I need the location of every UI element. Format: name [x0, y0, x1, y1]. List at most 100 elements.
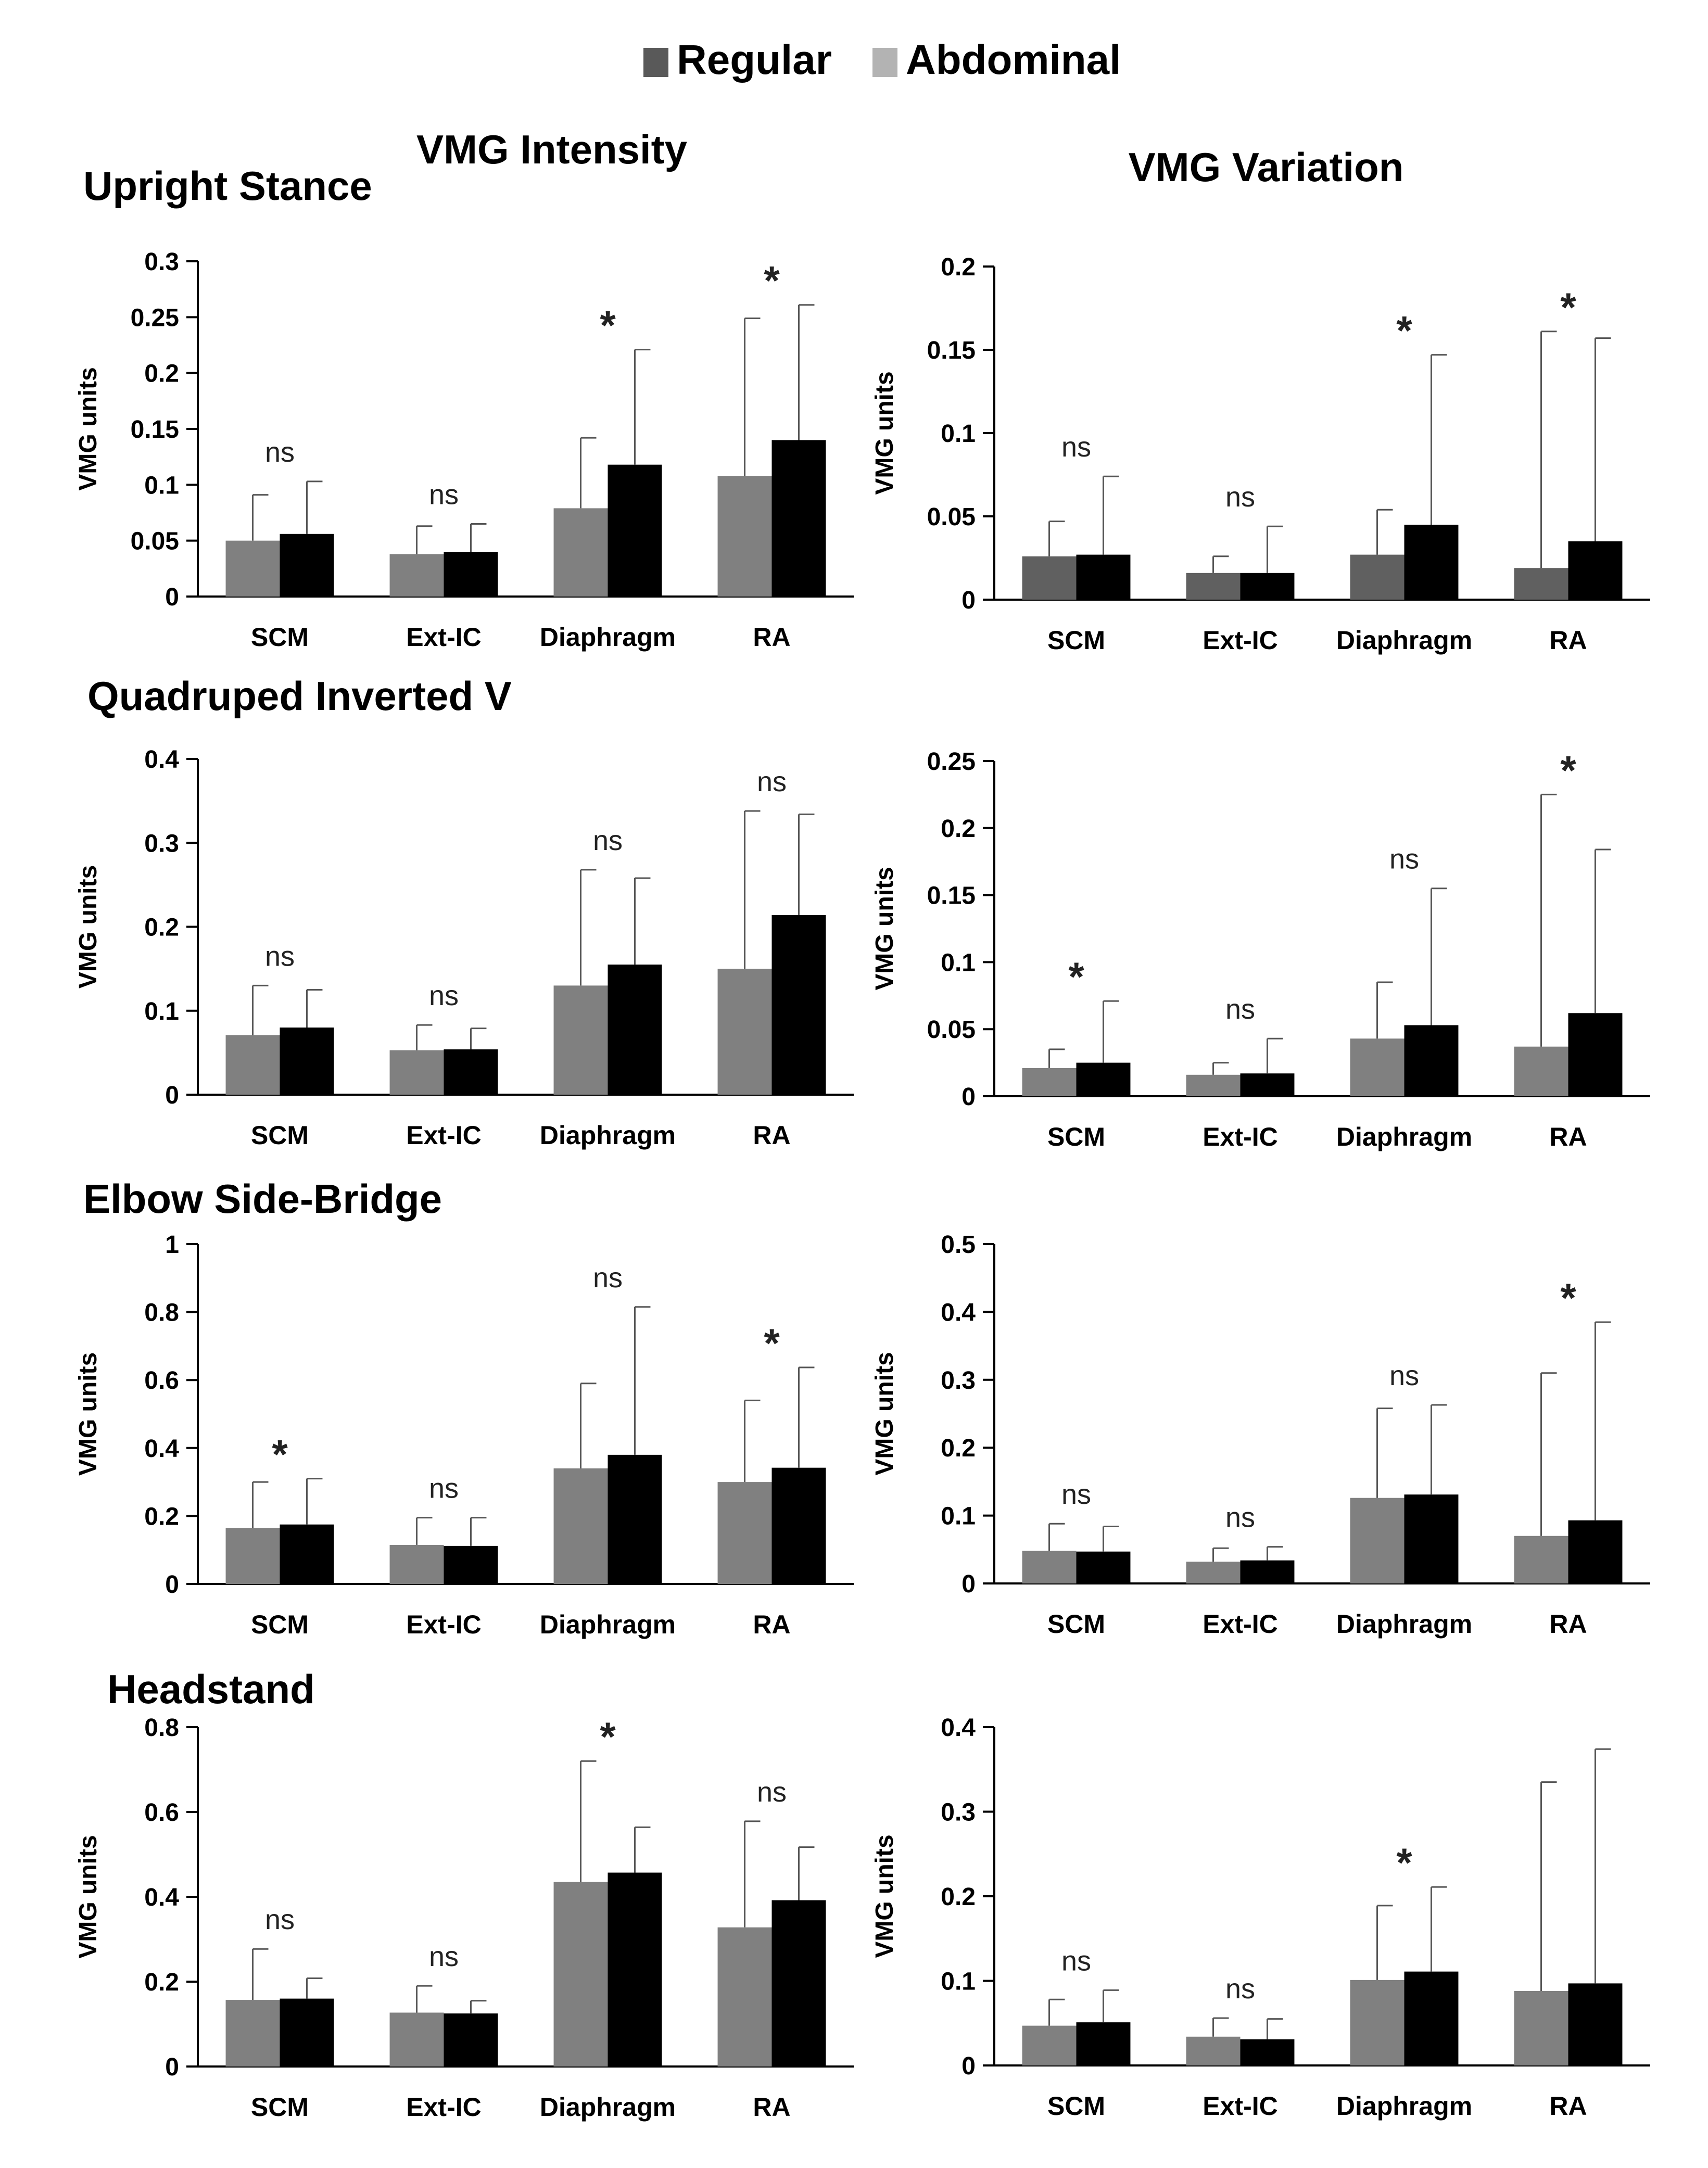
x-category-label: SCM: [251, 623, 309, 652]
x-category-label: Ext-IC: [1203, 1122, 1277, 1151]
bar-regular: [1514, 568, 1568, 600]
x-category-label: SCM: [251, 1121, 309, 1150]
y-tick-label: 0.05: [927, 503, 976, 531]
row-title-headstand: Headstand: [107, 1666, 315, 1712]
bar-abdominal: [1076, 554, 1131, 600]
bar-abdominal: [1404, 1494, 1459, 1583]
y-tick-label: 0: [165, 2053, 179, 2081]
y-tick-label: 0.25: [927, 748, 976, 776]
bar-regular: [225, 1528, 280, 1584]
significance-star: *: [1560, 747, 1576, 793]
y-tick-label: 0.15: [927, 882, 976, 910]
bar-regular: [1186, 1562, 1241, 1583]
significance-star: *: [1560, 284, 1576, 330]
bar-regular: [1514, 1991, 1568, 2065]
y-tick-label: 0.2: [941, 815, 976, 843]
significance-ns: ns: [757, 766, 787, 797]
x-category-label: SCM: [1047, 626, 1105, 655]
bar-regular: [1186, 573, 1241, 600]
y-tick-label: 0.4: [144, 1435, 179, 1463]
significance-star: *: [764, 1320, 780, 1366]
significance-ns: ns: [265, 437, 295, 468]
bar-abdominal: [1568, 1983, 1623, 2065]
significance-ns: ns: [1389, 844, 1419, 875]
significance-ns: ns: [429, 1473, 459, 1504]
bar-abdominal: [1568, 1013, 1623, 1096]
y-tick-label: 0.1: [941, 949, 976, 977]
y-tick-label: 0.15: [131, 416, 179, 443]
y-tick-label: 0.05: [131, 528, 179, 555]
x-category-label: RA: [1549, 2091, 1587, 2121]
y-tick-label: 0.4: [941, 1299, 976, 1326]
panel-sidebridge-intensity: 0 0.2 0.4 0.6 0.8 1 VMG units SCM * Ext-IC ns Diaph…: [74, 1231, 854, 1639]
y-tick-label: 0.15: [927, 337, 976, 364]
x-category-label: SCM: [251, 1610, 309, 1639]
x-category-label: Diaphragm: [1336, 626, 1472, 655]
y-axis-title: VMG units: [871, 371, 899, 495]
panel-upright-variation: 0 0.05 0.1 0.15 0.2 VMG units SCM ns Ext-IC ns Dia…: [871, 253, 1650, 655]
significance-ns: ns: [429, 1941, 459, 1972]
y-tick-label: 0.6: [144, 1367, 179, 1394]
y-tick-label: 0.1: [144, 998, 179, 1025]
x-category-label: RA: [753, 2093, 790, 2122]
x-category-label: Ext-IC: [406, 623, 481, 652]
significance-ns: ns: [429, 479, 459, 510]
significance-star: *: [1560, 1275, 1576, 1321]
bar-regular: [553, 508, 608, 597]
bar-abdominal: [608, 965, 662, 1095]
x-category-label: RA: [753, 1610, 790, 1639]
panel-sidebridge-variation: 0 0.1 0.2 0.3 0.4 0.5 VMG units SCM ns Ext-IC ns Di…: [871, 1231, 1650, 1639]
bar-regular: [225, 2000, 280, 2066]
bar-abdominal: [771, 915, 826, 1095]
y-tick-label: 0.4: [144, 1884, 179, 1911]
bar-abdominal: [1404, 1971, 1459, 2065]
y-tick-label: 0.4: [144, 746, 179, 774]
significance-ns: ns: [1061, 1479, 1091, 1510]
x-category-label: SCM: [251, 2093, 309, 2122]
x-category-label: RA: [753, 1121, 790, 1150]
y-axis-title: VMG units: [871, 1834, 899, 1958]
row-title-upright-stance: Upright Stance: [83, 163, 372, 209]
bar-regular: [717, 1482, 772, 1584]
bar-regular: [1350, 1980, 1405, 2065]
bar-abdominal: [771, 1467, 826, 1584]
x-category-label: RA: [1549, 1609, 1587, 1639]
y-tick-label: 0: [961, 2052, 976, 2080]
panel-headstand-intensity: 0 0.2 0.4 0.6 0.8 VMG units SCM ns Ext-IC ns Diaph…: [74, 1714, 854, 2122]
y-tick-label: 0.6: [144, 1799, 179, 1827]
significance-ns: ns: [265, 941, 295, 972]
x-category-label: Diaphragm: [540, 623, 676, 652]
bar-regular: [1022, 2025, 1077, 2065]
legend-label-regular: Regular: [677, 36, 832, 83]
x-category-label: Ext-IC: [1203, 2091, 1277, 2121]
panel-upright-intensity: 0 0.05 0.1 0.15 0.2 0.25 0.3 VMG units SCM ns Ext-…: [74, 248, 854, 652]
x-category-label: Diaphragm: [540, 1610, 676, 1639]
y-axis-title: VMG units: [74, 1352, 102, 1476]
bar-regular: [717, 476, 772, 597]
y-tick-label: 0.2: [144, 1969, 179, 1996]
y-tick-label: 0.3: [144, 248, 179, 276]
y-tick-label: 0: [165, 584, 179, 611]
bar-regular: [1514, 1046, 1568, 1096]
y-tick-label: 0: [961, 1570, 976, 1598]
bar-abdominal: [608, 1454, 662, 1584]
x-category-label: RA: [1549, 626, 1587, 655]
bar-abdominal: [280, 1028, 334, 1095]
y-tick-label: 0.2: [941, 253, 976, 281]
significance-star: *: [600, 1714, 616, 1759]
bar-regular: [553, 1468, 608, 1584]
x-category-label: Ext-IC: [406, 1610, 481, 1639]
bar-regular: [1186, 1074, 1241, 1096]
y-tick-label: 0: [165, 1571, 179, 1599]
bar-regular: [1350, 1498, 1405, 1583]
bar-abdominal: [1076, 1062, 1131, 1096]
bar-abdominal: [1240, 1073, 1295, 1096]
y-tick-label: 0.5: [941, 1231, 976, 1259]
y-axis-title: VMG units: [871, 1352, 899, 1475]
y-tick-label: 0.1: [941, 420, 976, 448]
significance-star: *: [272, 1431, 288, 1477]
x-category-label: Diaphragm: [540, 1121, 676, 1150]
bar-abdominal: [1240, 2039, 1295, 2065]
x-category-label: Ext-IC: [1203, 626, 1277, 655]
significance-ns: ns: [1061, 1945, 1091, 1976]
